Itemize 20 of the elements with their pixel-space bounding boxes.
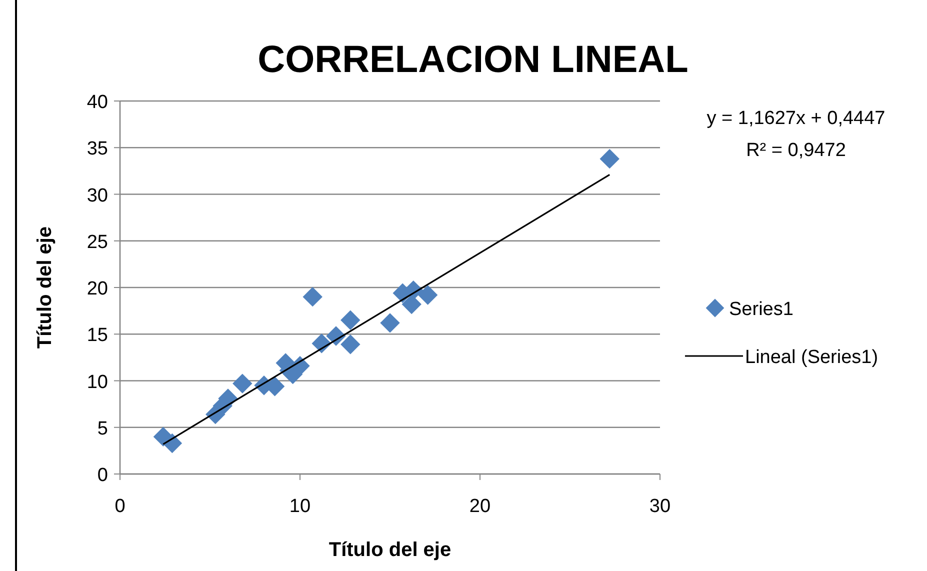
legend-label: Series1 xyxy=(729,299,794,320)
y-tick-label: 40 xyxy=(86,92,108,113)
y-tick-label: 5 xyxy=(97,418,108,440)
x-tick-label: 20 xyxy=(469,496,491,517)
y-tick-label: 30 xyxy=(86,185,108,206)
x-axis-title: Título del eje xyxy=(328,539,452,561)
legend-label: Lineal (Series1) xyxy=(745,347,878,368)
x-tick-label: 0 xyxy=(114,496,126,517)
x-tick-label: 30 xyxy=(649,496,671,517)
y-tick-label: 25 xyxy=(86,232,108,253)
y-tick-label: 0 xyxy=(97,465,108,486)
y-tick-label: 15 xyxy=(86,325,108,346)
text: R² = 0,9472 xyxy=(746,140,846,161)
text: y = 1,1627x + 0,4447 xyxy=(706,108,886,129)
y-axis-title: Título del eje xyxy=(34,226,56,349)
chart-title: CORRELACION LINEAL xyxy=(258,39,688,81)
y-tick-label: 20 xyxy=(86,278,108,300)
y-tick-label: 35 xyxy=(86,138,108,160)
y-tick-label: 10 xyxy=(86,372,108,393)
x-tick-label: 10 xyxy=(289,496,311,517)
